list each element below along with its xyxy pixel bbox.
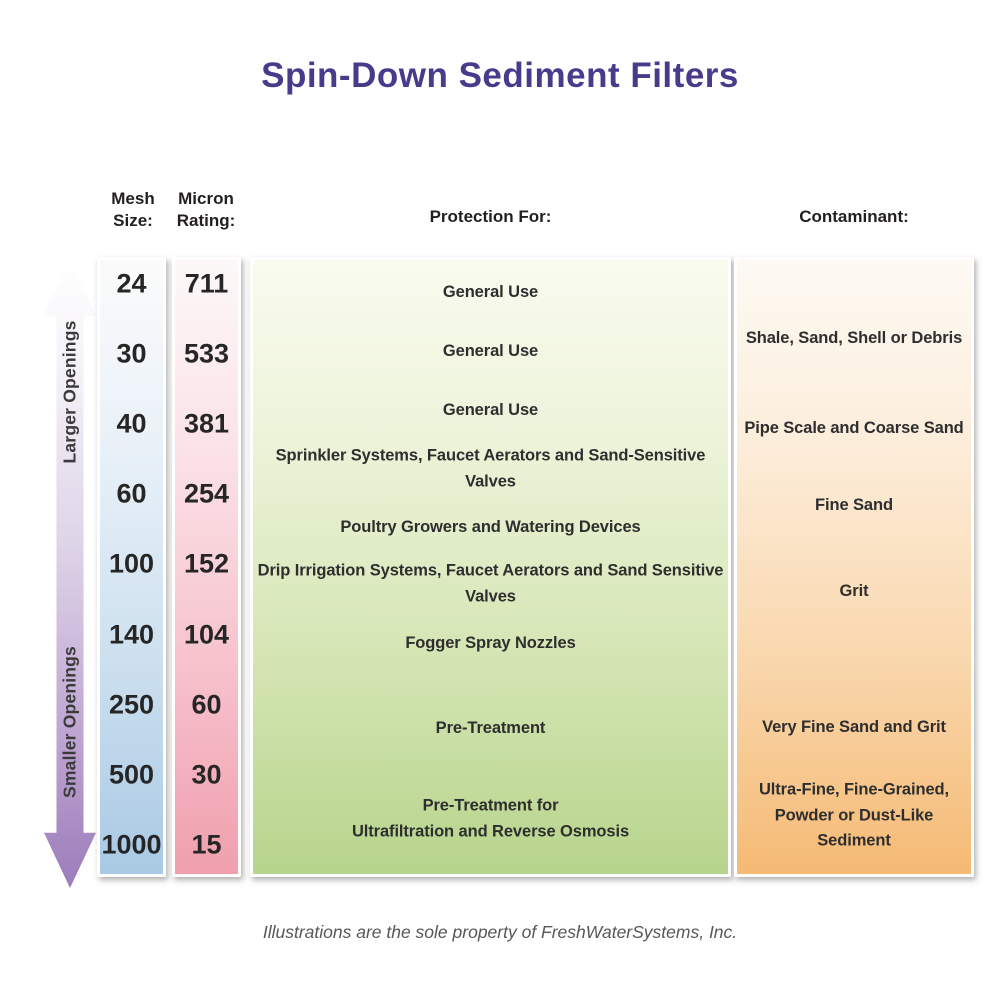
protection-row: General Use bbox=[442, 401, 539, 420]
micron-value: 711 bbox=[184, 268, 229, 299]
mesh-value: 24 bbox=[116, 268, 147, 299]
micron-value: 381 bbox=[183, 408, 230, 439]
column-header-protection: Protection For: bbox=[429, 207, 552, 226]
contaminant-row: Shale, Sand, Shell or Debris bbox=[745, 329, 963, 348]
mesh-value: 250 bbox=[108, 689, 155, 720]
contaminant-row: Pipe Scale and Coarse Sand bbox=[744, 419, 964, 438]
copyright-note: Illustrations are the sole property of F… bbox=[262, 922, 738, 942]
mesh-value: 500 bbox=[108, 759, 155, 790]
column-header-micron-rating: Micron Rating: bbox=[176, 189, 236, 231]
mesh-value: 60 bbox=[116, 478, 147, 509]
column-header-mesh-size: Mesh Size: bbox=[111, 189, 155, 231]
contaminant-column: Shale, Sand, Shell or Debris Pipe Scale … bbox=[734, 257, 974, 877]
micron-value: 60 bbox=[191, 689, 222, 720]
contaminant-row: Ultra-Fine, Fine-Grained, Powder or Dust… bbox=[758, 780, 950, 850]
page-title: Spin-Down Sediment Filters bbox=[261, 56, 739, 95]
mesh-size-column: 24 30 40 60 100 140 250 500 1000 bbox=[97, 257, 166, 877]
contaminant-row: Fine Sand bbox=[815, 496, 893, 515]
protection-row: Poultry Growers and Watering Devices bbox=[340, 518, 641, 537]
micron-rating-column: 711 533 381 254 152 104 60 30 15 bbox=[172, 257, 241, 877]
arrow-label-larger-openings: Larger Openings bbox=[59, 320, 80, 464]
micron-value: 533 bbox=[183, 338, 230, 369]
protection-row: Pre-Treatment bbox=[435, 719, 546, 738]
protection-row: Sprinkler Systems, Faucet Aerators and S… bbox=[275, 446, 706, 490]
mesh-value: 30 bbox=[116, 338, 147, 369]
mesh-value: 40 bbox=[116, 408, 147, 439]
micron-value: 104 bbox=[183, 619, 230, 650]
protection-row: General Use bbox=[442, 342, 539, 361]
protection-row: Drip Irrigation Systems, Faucet Aerators… bbox=[257, 561, 724, 605]
contaminant-row: Very Fine Sand and Grit bbox=[762, 718, 946, 737]
column-header-contaminant: Contaminant: bbox=[799, 207, 909, 226]
mesh-value: 140 bbox=[108, 619, 155, 650]
micron-value: 254 bbox=[183, 478, 230, 509]
contaminant-row: Grit bbox=[839, 582, 869, 601]
protection-row: Fogger Spray Nozzles bbox=[405, 634, 576, 653]
protection-for-column: General Use General Use General Use Spri… bbox=[250, 257, 731, 877]
mesh-value: 1000 bbox=[101, 829, 162, 860]
mesh-value: 100 bbox=[108, 548, 155, 579]
protection-row: Pre-Treatment for Ultrafiltration and Re… bbox=[351, 796, 630, 840]
arrow-label-smaller-openings: Smaller Openings bbox=[59, 646, 80, 798]
micron-value: 30 bbox=[191, 759, 222, 790]
micron-value: 152 bbox=[183, 548, 230, 579]
protection-row: General Use bbox=[442, 283, 539, 302]
micron-value: 15 bbox=[191, 829, 222, 860]
